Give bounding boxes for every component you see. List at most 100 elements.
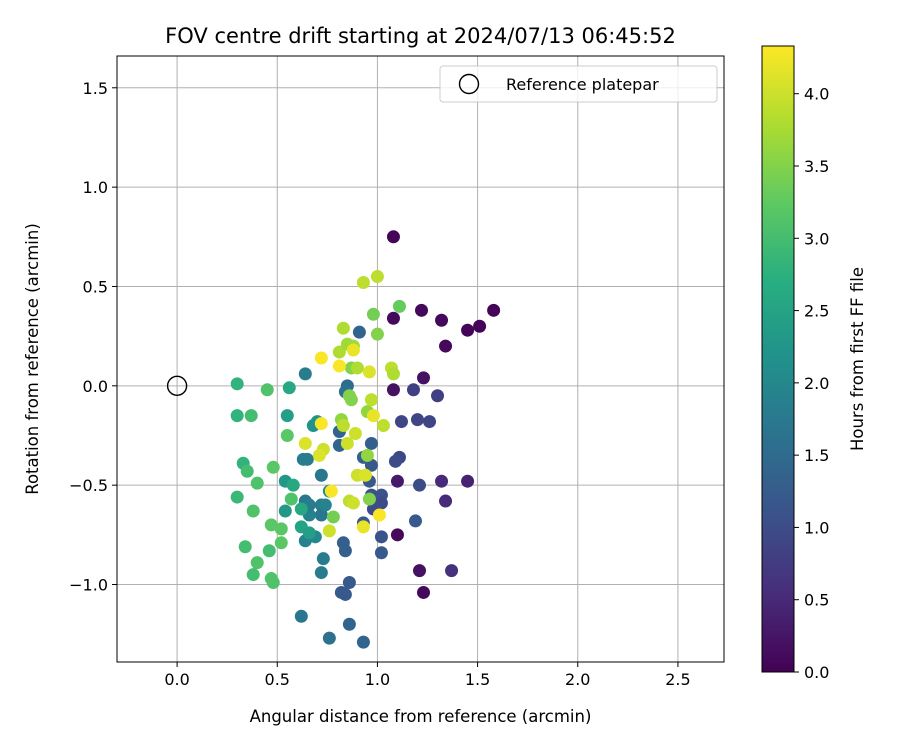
data-point (366, 409, 380, 423)
legend-label-reference-platepar: Reference platepar (506, 75, 659, 94)
data-point (435, 474, 449, 488)
data-point (342, 576, 356, 590)
data-point (364, 393, 378, 407)
data-point (230, 409, 244, 423)
data-point (332, 345, 346, 359)
data-point (312, 448, 326, 462)
data-point (356, 520, 370, 534)
data-point (366, 307, 380, 321)
data-point (423, 415, 437, 429)
data-point (362, 492, 376, 506)
data-point (352, 325, 366, 339)
data-point (390, 528, 404, 542)
data-point (412, 564, 426, 578)
data-point (274, 536, 288, 550)
data-point (324, 484, 338, 498)
y-tick-label: −0.5 (69, 476, 108, 495)
data-point (314, 417, 328, 431)
data-point (280, 409, 294, 423)
data-point (350, 361, 364, 375)
x-tick-label: 0.0 (164, 670, 189, 689)
reference-platepar-marker (166, 375, 188, 397)
data-point (300, 452, 314, 466)
y-tick-label: 1.5 (83, 79, 108, 98)
data-point (390, 474, 404, 488)
colorbar-tick-label: 3.0 (804, 229, 829, 248)
data-point (445, 564, 459, 578)
data-point (386, 367, 400, 381)
colorbar-tick-label: 1.5 (804, 446, 829, 465)
data-point (286, 478, 300, 492)
data-point (410, 413, 424, 427)
data-point (322, 631, 336, 645)
plot-frame (116, 55, 725, 663)
data-point (336, 321, 350, 335)
x-tick-label: 2.5 (665, 670, 690, 689)
data-point (487, 303, 501, 317)
data-point (316, 552, 330, 566)
x-tick-label: 1.0 (365, 670, 390, 689)
data-point (264, 518, 278, 532)
data-point (370, 327, 384, 341)
data-point (348, 427, 362, 441)
data-point (280, 428, 294, 442)
data-point (284, 492, 298, 506)
data-point (250, 556, 264, 570)
grid-lines (117, 56, 724, 662)
data-point (417, 585, 431, 599)
data-point (266, 576, 280, 590)
data-point (338, 587, 352, 601)
data-point (358, 468, 372, 482)
x-tick-label: 2.0 (565, 670, 590, 689)
data-point (461, 474, 475, 488)
y-tick-label: 1.0 (83, 178, 108, 197)
data-point (392, 299, 406, 313)
colorbar-label: Hours from first FF file (848, 267, 867, 451)
data-point (298, 367, 312, 381)
data-point (340, 436, 354, 450)
data-point (246, 568, 260, 582)
data-point (346, 496, 360, 510)
data-point (260, 383, 274, 397)
data-point (244, 409, 258, 423)
colorbar-tick-label: 4.0 (804, 85, 829, 104)
data-point (386, 311, 400, 325)
x-axis-label: Angular distance from reference (arcmin) (250, 707, 592, 726)
data-point (302, 526, 316, 540)
data-point (240, 464, 254, 478)
data-point (415, 303, 429, 317)
data-point (250, 476, 264, 490)
data-point (294, 609, 308, 623)
data-point (439, 339, 453, 353)
data-point (314, 351, 328, 365)
legend-reference-marker (458, 73, 480, 95)
data-point (332, 359, 346, 373)
data-point (388, 454, 402, 468)
data-point (282, 381, 296, 395)
data-point (386, 230, 400, 244)
reference-marker-layer (166, 375, 188, 397)
data-point (362, 365, 376, 379)
data-point (372, 508, 386, 522)
legend: Reference platepar (439, 65, 718, 103)
data-point (314, 566, 328, 580)
colorbar-bar (761, 45, 795, 673)
legend-box (439, 65, 718, 103)
data-point (360, 448, 374, 462)
data-point (326, 510, 340, 524)
data-point (406, 383, 420, 397)
y-axis-ticks: −1.0 −0.5 0.0 0.5 1.0 1.5 (69, 79, 117, 595)
data-point (278, 504, 292, 518)
data-point (230, 490, 244, 504)
data-point (417, 371, 431, 385)
scatter-points (230, 230, 501, 649)
x-tick-label: 0.5 (265, 670, 290, 689)
colorbar-ticks: 0.0 0.5 1.0 1.5 2.0 2.5 3.0 3.5 4.0 (794, 85, 829, 682)
data-point (364, 436, 378, 450)
data-point (461, 323, 475, 337)
data-point (473, 319, 487, 333)
y-tick-label: −1.0 (69, 576, 108, 595)
data-point (374, 530, 388, 544)
y-tick-label: 0.5 (83, 277, 108, 296)
